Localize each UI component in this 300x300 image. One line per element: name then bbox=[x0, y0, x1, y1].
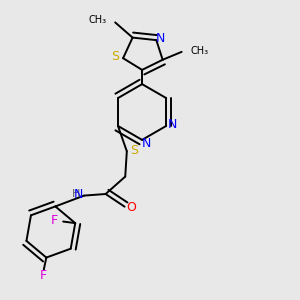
Text: H: H bbox=[72, 189, 80, 199]
Text: S: S bbox=[130, 144, 138, 157]
Text: N: N bbox=[74, 188, 83, 201]
Text: O: O bbox=[126, 201, 136, 214]
Text: F: F bbox=[50, 214, 58, 227]
Text: CH₃: CH₃ bbox=[190, 46, 209, 56]
Text: N: N bbox=[168, 118, 177, 131]
Text: F: F bbox=[40, 269, 47, 282]
Text: N: N bbox=[142, 136, 152, 149]
Text: N: N bbox=[156, 32, 166, 45]
Text: CH₃: CH₃ bbox=[88, 15, 106, 25]
Text: S: S bbox=[111, 50, 119, 63]
